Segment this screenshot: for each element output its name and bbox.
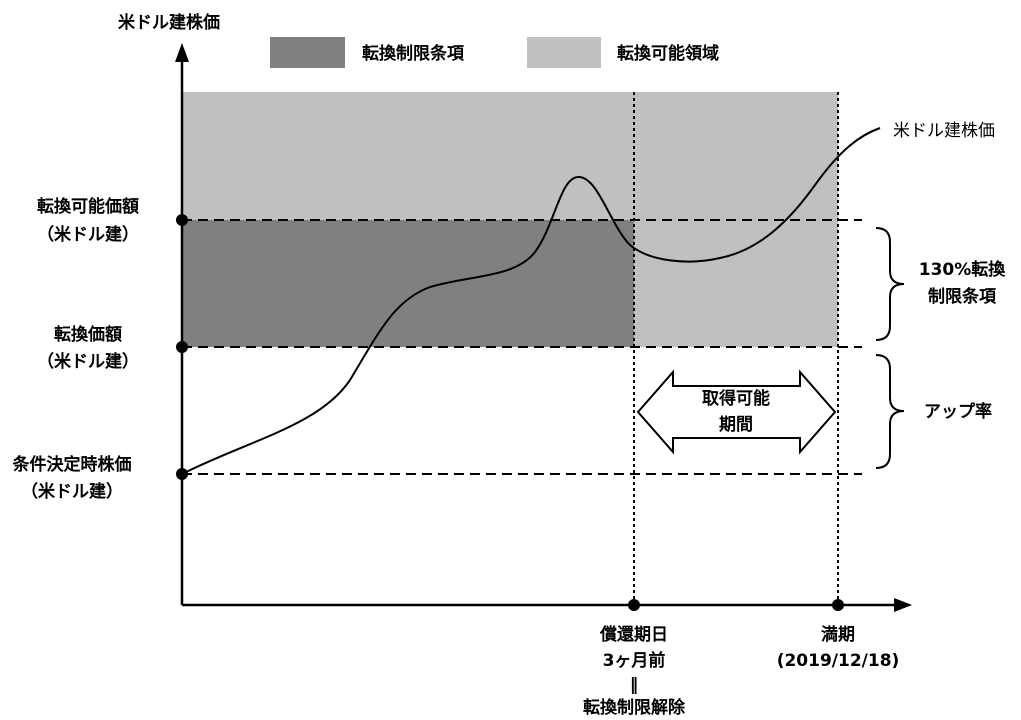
release-label-line2: 3ヶ月前 <box>603 650 666 671</box>
acquisition-period-arrow <box>636 369 837 455</box>
y-axis-label: 米ドル建株価 <box>118 12 220 33</box>
legend-swatch-restricted <box>270 37 345 68</box>
initial-price-dot <box>176 468 188 480</box>
conversion-price-label: 転換価額 <box>54 324 122 345</box>
conversion-price-dot <box>176 341 188 353</box>
acquisition-period-label-line1: 取得可能 <box>702 388 770 409</box>
lower-brace-label: アップ率 <box>924 401 992 422</box>
legend-label-convertible: 転換可能領域 <box>617 43 719 64</box>
release-label-line3: 転換制限解除 <box>583 697 686 718</box>
release-label-line1: 償還期日 <box>599 624 668 645</box>
restricted-region <box>182 220 634 347</box>
acquisition-period-label-line2: 期間 <box>719 415 753 435</box>
release-date-dot <box>628 599 640 611</box>
stock-price-curve <box>181 127 881 475</box>
initial-price-unit: （米ドル建） <box>21 481 123 502</box>
conversion-possible-price-dot <box>176 214 188 226</box>
upper-brace-label-line2: 制限条項 <box>928 286 997 307</box>
legend-label-restricted: 転換制限条項 <box>362 43 465 64</box>
conversion-possible-price-label: 転換可能価額 <box>37 196 139 217</box>
conversion-price-unit: （米ドル建） <box>37 351 139 372</box>
upper-brace-label-line1: 130%転換 <box>919 259 1007 280</box>
lower-brace <box>875 354 905 469</box>
x-axis-arrowhead <box>894 598 912 612</box>
y-axis-arrowhead <box>175 43 189 62</box>
maturity-date-dot <box>832 599 844 611</box>
conversion-possible-price-unit: （米ドル建） <box>37 224 139 245</box>
legend-swatch-convertible <box>527 37 601 68</box>
curve-label: 米ドル建株価 <box>893 121 995 141</box>
upper-brace <box>875 227 905 341</box>
release-equals-sign: ‖ <box>630 675 639 695</box>
initial-price-label: 条件決定時株価 <box>12 454 132 475</box>
maturity-date: (2019/12/18) <box>777 651 900 671</box>
maturity-label: 満期 <box>821 624 855 645</box>
